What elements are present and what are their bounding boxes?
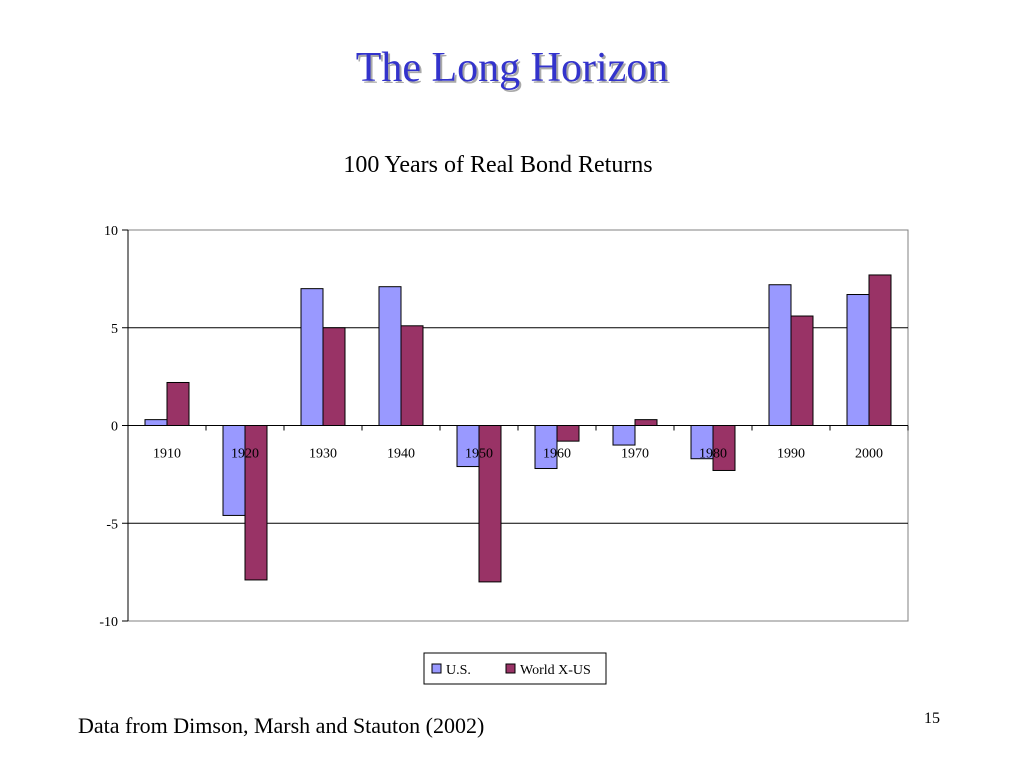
bar-world-x-us bbox=[868, 274, 892, 426]
x-tick-label: 1930 bbox=[309, 447, 337, 462]
x-tick-label: 1950 bbox=[465, 447, 493, 462]
x-tick-label: 1910 bbox=[153, 447, 181, 462]
x-tick-label: 1990 bbox=[777, 447, 805, 462]
bar-world-x-us bbox=[790, 315, 814, 426]
bar-us bbox=[612, 425, 636, 446]
bar-world-x-us bbox=[166, 381, 190, 426]
y-tick-label: -5 bbox=[106, 517, 118, 532]
x-tick-label: 2000 bbox=[855, 447, 883, 462]
x-tick-label: 1970 bbox=[621, 447, 649, 462]
x-tick-label: 1960 bbox=[543, 447, 571, 462]
y-tick-label: -10 bbox=[99, 615, 118, 630]
legend: U.S. World X-US bbox=[423, 652, 607, 685]
bar-world-x-us bbox=[634, 419, 658, 427]
page-number: 15 bbox=[924, 710, 940, 727]
bar-world-x-us bbox=[556, 425, 580, 442]
x-tick-label: 1940 bbox=[387, 447, 415, 462]
bar-us bbox=[768, 284, 792, 426]
y-tick-label: 5 bbox=[111, 322, 118, 337]
bar-world-x-us bbox=[400, 325, 424, 427]
legend-swatch bbox=[505, 663, 516, 674]
x-tick-label: 1980 bbox=[699, 447, 727, 462]
legend-label: World X-US bbox=[520, 663, 591, 678]
bar-us bbox=[300, 288, 324, 426]
bar-world-x-us bbox=[322, 327, 346, 426]
bar-us bbox=[846, 294, 870, 427]
y-tick-label: 10 bbox=[104, 224, 118, 239]
bar-us bbox=[222, 425, 246, 516]
axes: 10 5 0 -5 -10 1910 1920 1930 1940 1950 1960 1970 198… bbox=[99, 224, 909, 630]
slide-title: The Long Horizon bbox=[355, 45, 669, 91]
source-note: Data from Dimson, Marsh and Stauton (200… bbox=[78, 713, 485, 738]
legend-label: U.S. bbox=[446, 663, 471, 678]
legend-swatch bbox=[431, 663, 442, 674]
x-tick-label: 1920 bbox=[231, 447, 259, 462]
bar-us bbox=[378, 286, 402, 426]
chart-title: 100 Years of Real Bond Returns bbox=[343, 152, 652, 178]
bar-us bbox=[144, 419, 168, 427]
y-tick-label: 0 bbox=[111, 420, 118, 435]
